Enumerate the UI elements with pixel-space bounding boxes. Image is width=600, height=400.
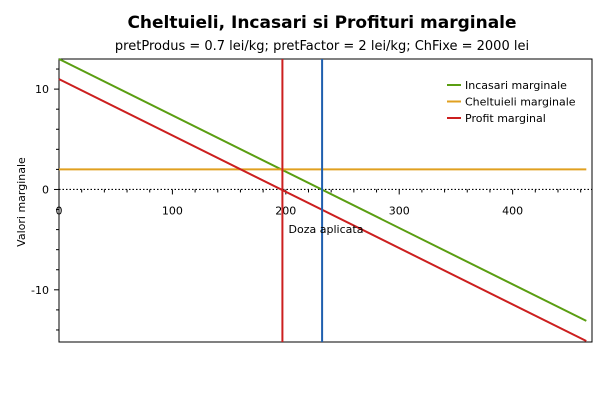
x-axis-label: Doza aplicata: [289, 223, 364, 236]
legend-label-cheltuieli-marginale: Cheltuieli marginale: [465, 96, 576, 109]
plot-frame: [58, 58, 593, 343]
y-tick-label: -10: [31, 284, 49, 297]
chart-subtitle: pretProdus = 0.7 lei/kg; pretFactor = 2 …: [115, 39, 529, 54]
x-tick-label: 200: [275, 204, 296, 217]
x-tick-label: 0: [56, 204, 63, 217]
x-tick-label: 300: [389, 204, 410, 217]
y-tick-label: 10: [35, 83, 49, 96]
x-tick-label: 100: [162, 204, 183, 217]
legend-label-profit-marginal: Profit marginal: [465, 112, 546, 125]
legend: Incasari marginale Cheltuieli marginale Pr…: [447, 79, 576, 125]
legend-label-incasari-marginale: Incasari marginale: [465, 79, 567, 92]
y-tick-label: 0: [42, 183, 49, 196]
chart-title: Cheltuieli, Incasari si Profituri margin…: [127, 13, 516, 33]
x-tick-label: 400: [502, 204, 523, 217]
plot-area: 0 100 200 300 400 -10 0 10: [31, 58, 593, 343]
y-axis-label: Valori marginale: [15, 157, 28, 247]
